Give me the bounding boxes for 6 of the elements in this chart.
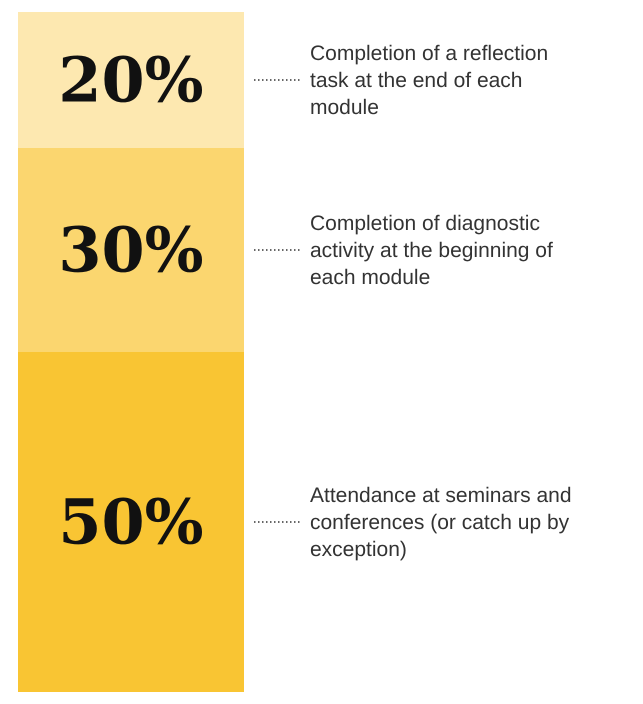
data-label: 20% bbox=[58, 44, 204, 116]
data-label: 30% bbox=[58, 214, 204, 286]
text: Attendance at seminars and conferences (or catch up by exception) bbox=[310, 484, 572, 560]
text: Completion of a reflection task at the end of each module bbox=[310, 42, 548, 118]
text: Completion of diagnostic activity at the beginning of each module bbox=[310, 212, 553, 288]
data-label: 50% bbox=[58, 486, 204, 558]
